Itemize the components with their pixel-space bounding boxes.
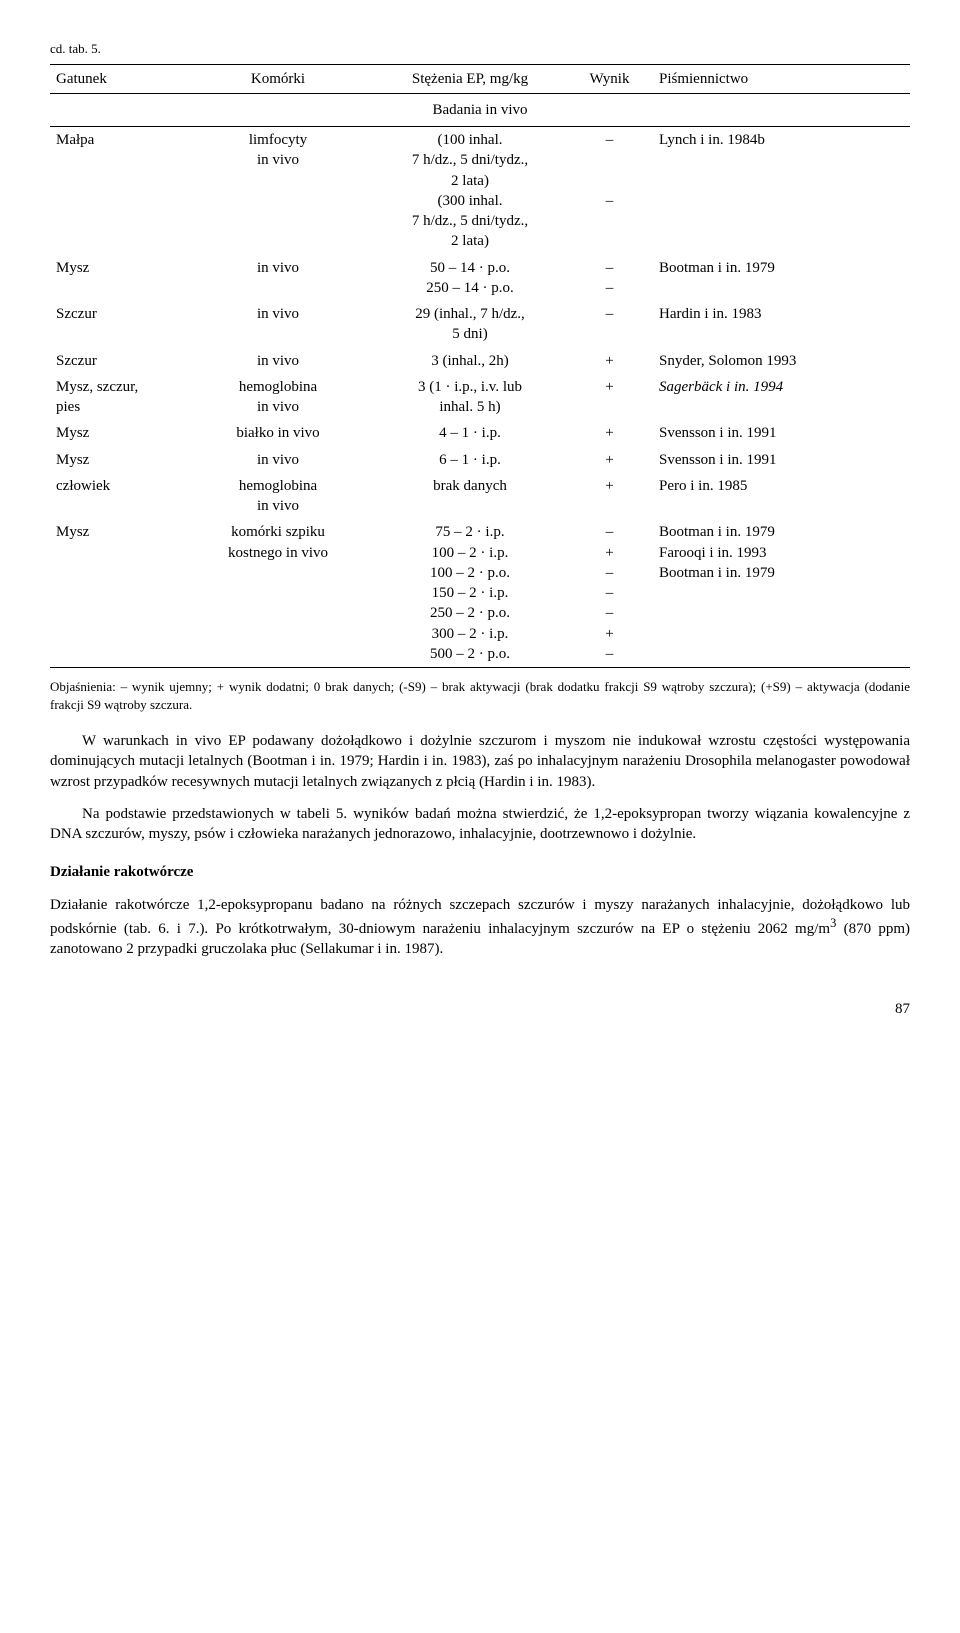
cell-result: +: [566, 447, 653, 473]
body-paragraph-3: Działanie rakotwórcze 1,2-epoksypropanu …: [50, 895, 910, 960]
table-row: Mysz in vivo 50 – 14 · p.o. 250 – 14 · p…: [50, 255, 910, 302]
cell-cells: in vivo: [182, 348, 374, 374]
cell-conc: 4 – 1 · i.p.: [374, 420, 566, 446]
cell-cells: in vivo: [182, 255, 374, 302]
cell-ref: Pero i in. 1985: [653, 473, 910, 520]
cell-result: – + – – – + –: [566, 519, 653, 667]
table-section-title: Badania in vivo: [50, 93, 910, 126]
cell-ref: Bootman i in. 1979: [653, 255, 910, 302]
table-row: Mysz białko in vivo 4 – 1 · i.p. + Svens…: [50, 420, 910, 446]
cell-ref: Bootman i in. 1979 Farooqi i in. 1993 Bo…: [653, 519, 910, 667]
table-row: Mysz in vivo 6 – 1 · i.p. + Svensson i i…: [50, 447, 910, 473]
col-header-result: Wynik: [566, 64, 653, 93]
table-row: Mysz, szczur, pies hemoglobina in vivo 3…: [50, 374, 910, 421]
table-row: Szczur in vivo 29 (inhal., 7 h/dz., 5 dn…: [50, 301, 910, 348]
cell-cells: limfocyty in vivo: [182, 127, 374, 255]
cell-conc: 75 – 2 · i.p. 100 – 2 · i.p. 100 – 2 · p…: [374, 519, 566, 667]
cell-ref: Hardin i in. 1983: [653, 301, 910, 348]
cell-result: +: [566, 374, 653, 421]
cell-ref: Svensson i in. 1991: [653, 420, 910, 446]
cell-result: +: [566, 348, 653, 374]
cell-conc: 3 (1 · i.p., i.v. lub inhal. 5 h): [374, 374, 566, 421]
col-header-species: Gatunek: [50, 64, 182, 93]
cell-conc: 29 (inhal., 7 h/dz., 5 dni): [374, 301, 566, 348]
cell-cells: komórki szpiku kostnego in vivo: [182, 519, 374, 667]
cell-ref: Lynch i in. 1984b: [653, 127, 910, 255]
cell-species: Szczur: [50, 348, 182, 374]
table-continuation-label: cd. tab. 5.: [50, 40, 910, 58]
table-row: Mysz komórki szpiku kostnego in vivo 75 …: [50, 519, 910, 667]
cell-conc: 6 – 1 · i.p.: [374, 447, 566, 473]
table-caption: Objaśnienia: – wynik ujemny; + wynik dod…: [50, 678, 910, 713]
body-paragraph-2: Na podstawie przedstawionych w tabeli 5.…: [50, 804, 910, 845]
cell-cells: hemoglobina in vivo: [182, 473, 374, 520]
table-row: Małpa limfocyty in vivo (100 inhal. 7 h/…: [50, 127, 910, 255]
cell-cells: in vivo: [182, 447, 374, 473]
data-table: Gatunek Komórki Stężenia EP, mg/kg Wynik…: [50, 64, 910, 669]
cell-result: +: [566, 420, 653, 446]
cell-species: Szczur: [50, 301, 182, 348]
cell-conc: (100 inhal. 7 h/dz., 5 dni/tydz., 2 lata…: [374, 127, 566, 255]
section-heading: Działanie rakotwórcze: [50, 862, 910, 882]
cell-species: Mysz, szczur, pies: [50, 374, 182, 421]
cell-result: –: [566, 301, 653, 348]
cell-cells: in vivo: [182, 301, 374, 348]
cell-cells: hemoglobina in vivo: [182, 374, 374, 421]
table-section-row: Badania in vivo: [50, 93, 910, 126]
cell-species: Mysz: [50, 447, 182, 473]
table-row: Szczur in vivo 3 (inhal., 2h) + Snyder, …: [50, 348, 910, 374]
cell-ref: Sagerbäck i in. 1994: [653, 374, 910, 421]
cell-conc: 50 – 14 · p.o. 250 – 14 · p.o.: [374, 255, 566, 302]
cell-species: człowiek: [50, 473, 182, 520]
cell-result: – –: [566, 255, 653, 302]
para3-part-a: Działanie rakotwórcze 1,2-epoksypropanu …: [50, 897, 910, 937]
cell-species: Mysz: [50, 519, 182, 667]
cell-ref: Svensson i in. 1991: [653, 447, 910, 473]
page-number: 87: [50, 999, 910, 1019]
cell-species: Małpa: [50, 127, 182, 255]
cell-result: +: [566, 473, 653, 520]
col-header-reference: Piśmiennictwo: [653, 64, 910, 93]
cell-species: Mysz: [50, 420, 182, 446]
cell-result: – –: [566, 127, 653, 255]
col-header-cells: Komórki: [182, 64, 374, 93]
col-header-concentration: Stężenia EP, mg/kg: [374, 64, 566, 93]
cell-conc: 3 (inhal., 2h): [374, 348, 566, 374]
body-paragraph-1: W warunkach in vivo EP podawany dożołądk…: [50, 731, 910, 792]
cell-cells: białko in vivo: [182, 420, 374, 446]
cell-conc: brak danych: [374, 473, 566, 520]
cell-ref: Snyder, Solomon 1993: [653, 348, 910, 374]
table-row: człowiek hemoglobina in vivo brak danych…: [50, 473, 910, 520]
table-header-row: Gatunek Komórki Stężenia EP, mg/kg Wynik…: [50, 64, 910, 93]
cell-species: Mysz: [50, 255, 182, 302]
